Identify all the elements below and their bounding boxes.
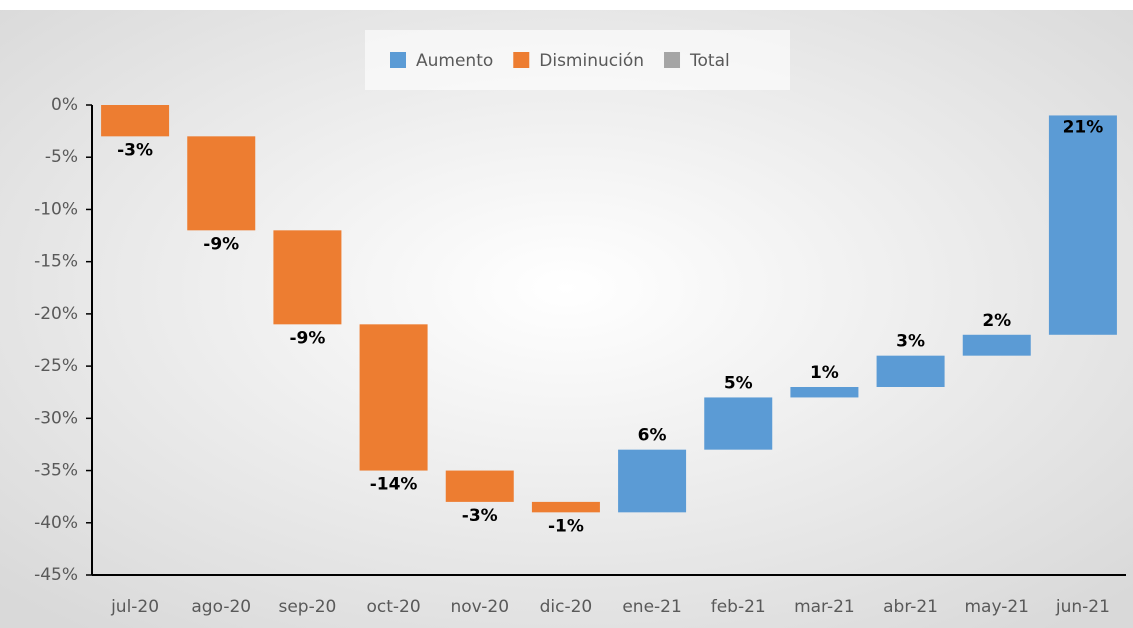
value-label: -3% [117, 140, 153, 160]
bar [445, 470, 514, 502]
legend-swatch [513, 52, 530, 68]
value-label: 5% [724, 373, 753, 393]
bar [618, 449, 687, 513]
y-tick-label: -5% [45, 147, 78, 167]
x-tick-label: may-21 [964, 597, 1029, 617]
x-tick-label: jul-20 [110, 597, 159, 617]
bar [1048, 115, 1117, 335]
x-tick-label: mar-21 [794, 597, 855, 617]
background [0, 10, 1133, 628]
value-label: -3% [462, 506, 498, 526]
bar [704, 397, 773, 450]
y-tick-label: -40% [34, 513, 78, 533]
value-label: 6% [638, 426, 667, 446]
value-label: 21% [1063, 117, 1104, 137]
bar [790, 387, 859, 398]
legend-label: Aumento [416, 51, 493, 71]
legend-label: Disminución [539, 51, 644, 71]
value-label: 1% [810, 363, 839, 383]
y-tick-label: -25% [34, 356, 78, 376]
legend-label: Total [689, 51, 730, 71]
y-tick-label: -30% [34, 408, 78, 428]
bar [359, 324, 428, 471]
x-tick-label: sep-20 [278, 597, 336, 617]
value-label: -1% [548, 516, 584, 536]
bar [531, 501, 600, 513]
legend-box [365, 30, 790, 90]
value-label: -9% [289, 328, 325, 348]
value-label: -14% [370, 475, 418, 495]
value-label: 3% [896, 332, 925, 352]
y-tick-label: -45% [34, 565, 78, 585]
value-label: -9% [203, 234, 239, 254]
x-tick-label: oct-20 [366, 597, 420, 617]
x-tick-label: ene-21 [622, 597, 681, 617]
x-tick-label: ago-20 [191, 597, 251, 617]
x-tick-label: feb-21 [711, 597, 766, 617]
y-tick-label: -15% [34, 252, 78, 272]
y-tick-label: -35% [34, 461, 78, 481]
bar [101, 105, 170, 137]
bar [876, 355, 945, 387]
y-tick-label: -20% [34, 304, 78, 324]
value-label: 2% [982, 311, 1011, 331]
y-tick-label: 0% [51, 95, 78, 115]
legend-swatch [390, 52, 406, 68]
x-tick-label: dic-20 [540, 597, 593, 617]
bar [273, 230, 342, 325]
legend-swatch [664, 52, 681, 68]
bar [962, 334, 1031, 356]
y-tick-label: -10% [34, 199, 78, 219]
bar [187, 136, 256, 231]
x-tick-label: abr-21 [883, 597, 938, 617]
x-tick-label: jun-21 [1055, 597, 1110, 617]
x-tick-label: nov-20 [450, 597, 509, 617]
